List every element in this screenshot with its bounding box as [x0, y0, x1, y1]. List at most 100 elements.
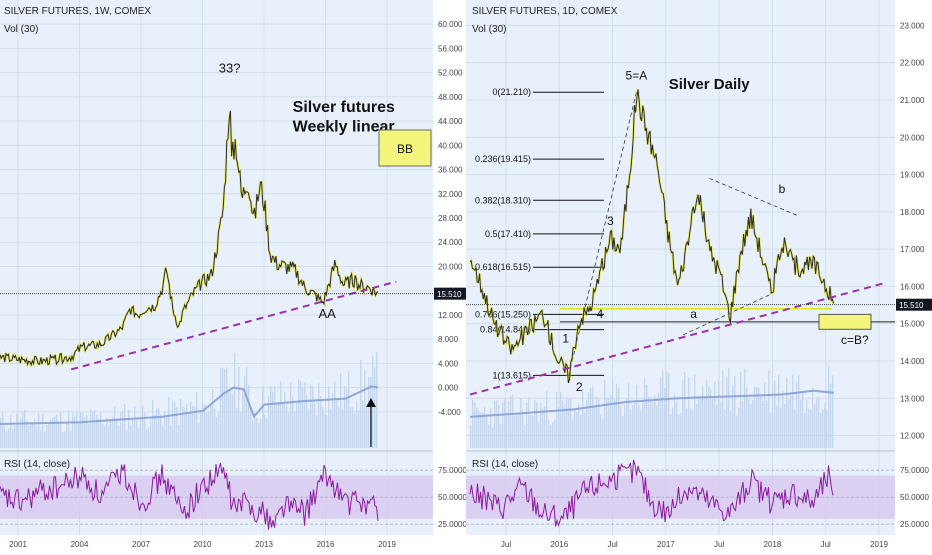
- volume-bar: [198, 423, 200, 448]
- volume-bar: [668, 373, 670, 448]
- volume-bar: [338, 406, 340, 448]
- daily-rsi-pane: [466, 459, 895, 527]
- volume-bar: [130, 425, 132, 448]
- volume-bar: [26, 420, 28, 448]
- volume-bar: [86, 414, 88, 448]
- volume-bar: [632, 404, 634, 448]
- volume-bar: [622, 416, 624, 448]
- volume-bar: [362, 400, 364, 448]
- volume-bar: [474, 402, 476, 448]
- rsi-line: [469, 459, 834, 527]
- volume-bar: [786, 377, 788, 448]
- daily-volume-bars: [470, 366, 834, 448]
- volume-bar: [298, 379, 300, 448]
- volume-bar: [822, 409, 824, 448]
- volume-bar: [164, 410, 166, 448]
- volume-bar: [68, 410, 70, 448]
- x-tick-label: Jul: [714, 540, 724, 549]
- volume-bar: [680, 413, 682, 448]
- y-tick-label: 13.000: [900, 394, 925, 403]
- volume-bar: [522, 409, 524, 448]
- volume-bar: [308, 409, 310, 448]
- volume-bar: [772, 384, 774, 448]
- volume-bar: [234, 352, 236, 448]
- volume-bar: [784, 403, 786, 448]
- volume-bar: [798, 374, 800, 448]
- volume-bar: [112, 417, 114, 448]
- volume-bar: [776, 405, 778, 448]
- chart-annotation: b: [779, 182, 786, 196]
- volume-bar: [48, 421, 50, 448]
- volume-bar: [694, 374, 696, 448]
- volume-bar: [72, 412, 74, 448]
- volume-bar: [342, 409, 344, 448]
- chart-annotation: 4: [597, 307, 604, 321]
- volume-bar: [652, 401, 654, 448]
- daily-fib-levels: 0(21.210) 0.236(19.415) 0.382(18.310) 0.5(1…: [475, 87, 895, 380]
- volume-bar: [212, 389, 214, 448]
- volume-bar: [148, 427, 150, 448]
- volume-bar: [320, 395, 322, 448]
- volume-bar: [502, 402, 504, 448]
- volume-bar: [188, 411, 190, 448]
- volume-bar: [122, 410, 124, 448]
- volume-bar: [526, 402, 528, 448]
- daily-annotations: 5=A Silver Daily 3 4 1 2 a b c=B?: [466, 69, 895, 396]
- volume-bar: [32, 422, 34, 448]
- volume-bar: [236, 408, 238, 448]
- volume-bar: [654, 395, 656, 448]
- volume-bar: [508, 401, 510, 448]
- volume-bar: [202, 401, 204, 448]
- volume-bar: [118, 426, 120, 448]
- volume-bar: [208, 411, 210, 448]
- volume-bar: [8, 427, 10, 448]
- volume-bar: [334, 381, 336, 448]
- volume-bar: [284, 391, 286, 448]
- daily-y-axis: 23.000 22.000 21.000 20.000 19.000 18.000 17.0…: [896, 21, 932, 529]
- volume-bar: [730, 410, 732, 448]
- volume-bar: [180, 398, 182, 448]
- y-tick-label: 56.000: [438, 44, 463, 53]
- volume-bar: [328, 386, 330, 448]
- weekly-rsi-pane: [0, 462, 433, 530]
- y-tick-label: 60.000: [438, 20, 463, 29]
- x-tick-label: 2001: [9, 540, 27, 549]
- chart-annotation: Silver Daily: [669, 76, 751, 93]
- volume-bar: [242, 390, 244, 448]
- volume-bar: [124, 404, 126, 448]
- volume-bar: [794, 410, 796, 448]
- volume-bar: [650, 400, 652, 448]
- price-line: [0, 110, 379, 367]
- volume-bar: [232, 394, 234, 448]
- weekly-x-axis: 2001 2004 2007 2010 2013 2016 2019: [9, 540, 396, 549]
- volume-bar: [672, 407, 674, 448]
- volume-bar: [78, 422, 80, 448]
- volume-bar: [576, 411, 578, 448]
- volume-bar: [150, 420, 152, 448]
- volume-bar: [530, 414, 532, 448]
- volume-bar: [136, 420, 138, 448]
- volume-bar: [760, 394, 762, 448]
- support-trendline: [70, 280, 397, 371]
- volume-bar: [246, 367, 248, 448]
- volume-bar: [376, 352, 378, 448]
- volume-bar: [260, 419, 262, 448]
- volume-bar: [296, 402, 298, 448]
- volume-bar: [562, 400, 564, 448]
- volume-ma-line: [469, 389, 835, 418]
- volume-bar: [54, 416, 56, 448]
- last-price-label: 15.510: [899, 301, 924, 310]
- volume-bar: [162, 426, 164, 448]
- volume-bar: [634, 403, 636, 448]
- last-price-label: 15.510: [437, 290, 462, 299]
- volume-bar: [282, 403, 284, 448]
- y-tick-label: 16.000: [900, 282, 925, 291]
- volume-bar: [16, 413, 18, 448]
- volume-bar: [688, 377, 690, 448]
- volume-bar: [94, 410, 96, 448]
- volume-bar: [498, 405, 500, 448]
- volume-bar: [770, 412, 772, 448]
- chart-annotation: 2: [576, 380, 583, 394]
- rsi-tick-label: 25.0000: [900, 520, 929, 529]
